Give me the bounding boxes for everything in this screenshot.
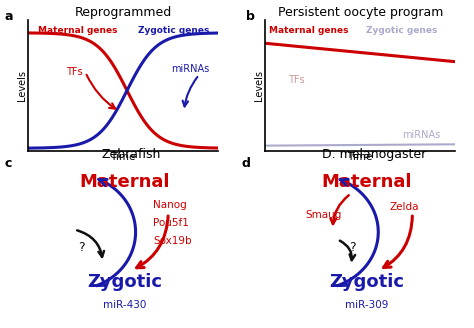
Text: c: c [5,157,12,171]
Text: b: b [246,10,255,23]
Text: miR-430: miR-430 [103,300,146,310]
Title: Zebrafish: Zebrafish [101,148,161,161]
Text: d: d [242,157,251,171]
X-axis label: Time: Time [347,152,373,162]
Y-axis label: Levels: Levels [254,70,264,101]
Y-axis label: Levels: Levels [17,70,27,101]
Text: Zygotic: Zygotic [329,273,404,291]
Text: Zygotic genes: Zygotic genes [366,26,438,35]
Text: Maternal: Maternal [322,173,412,191]
Title: Reprogrammed: Reprogrammed [74,6,172,18]
Text: Pou5f1: Pou5f1 [153,218,189,228]
Text: TFs: TFs [66,67,83,77]
Text: TFs: TFs [288,75,305,85]
Text: a: a [5,10,13,23]
Text: Zelda: Zelda [390,202,419,212]
Text: ?: ? [78,241,84,254]
Title: Persistent oocyte program: Persistent oocyte program [278,6,443,18]
Text: Maternal genes: Maternal genes [38,26,118,35]
Text: Sox19b: Sox19b [153,236,191,246]
Text: miRNAs: miRNAs [402,130,440,140]
Title: D. melanogaster: D. melanogaster [321,148,426,161]
Text: miR-309: miR-309 [345,300,389,310]
Text: Smaug: Smaug [305,210,342,220]
Text: Nanog: Nanog [153,200,187,210]
X-axis label: Time: Time [110,152,136,162]
Text: ?: ? [349,241,356,254]
Text: Maternal: Maternal [80,173,170,191]
Text: miRNAs: miRNAs [171,64,209,74]
Text: Zygotic: Zygotic [87,273,162,291]
Text: Zygotic genes: Zygotic genes [138,26,210,35]
Text: Maternal genes: Maternal genes [269,26,349,35]
